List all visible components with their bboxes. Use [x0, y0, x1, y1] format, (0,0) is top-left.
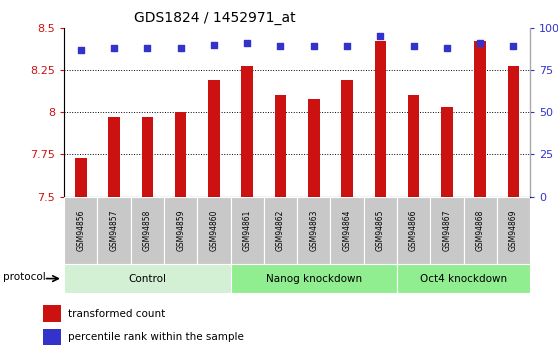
- Point: [309, 43, 318, 49]
- Bar: [230, 264, 397, 293]
- Text: GSM94862: GSM94862: [276, 210, 285, 251]
- Bar: [297, 197, 330, 264]
- Point: [376, 33, 385, 39]
- Text: Oct4 knockdown: Oct4 knockdown: [420, 274, 507, 284]
- Text: GSM94858: GSM94858: [143, 210, 152, 251]
- Bar: [64, 197, 98, 264]
- Bar: [98, 197, 131, 264]
- Bar: [497, 197, 530, 264]
- Bar: [43, 329, 61, 345]
- Point: [209, 42, 218, 47]
- Text: GSM94866: GSM94866: [409, 209, 418, 251]
- Text: GSM94864: GSM94864: [343, 209, 352, 251]
- Point: [409, 43, 418, 49]
- Bar: [164, 197, 198, 264]
- Text: Control: Control: [128, 274, 166, 284]
- Bar: [208, 80, 220, 197]
- Point: [509, 43, 518, 49]
- Bar: [341, 80, 353, 197]
- Text: transformed count: transformed count: [68, 309, 165, 318]
- Text: GSM94860: GSM94860: [209, 209, 218, 251]
- Point: [343, 43, 352, 49]
- Bar: [142, 117, 153, 197]
- Text: GSM94869: GSM94869: [509, 209, 518, 251]
- Bar: [75, 158, 86, 197]
- Bar: [43, 305, 61, 322]
- Bar: [308, 99, 320, 197]
- Bar: [430, 197, 464, 264]
- Bar: [508, 67, 519, 197]
- Text: GSM94865: GSM94865: [376, 209, 385, 251]
- Text: GSM94861: GSM94861: [243, 210, 252, 251]
- Bar: [464, 197, 497, 264]
- Point: [243, 40, 252, 46]
- Bar: [374, 41, 386, 197]
- Point: [143, 45, 152, 51]
- Bar: [474, 41, 486, 197]
- Text: percentile rank within the sample: percentile rank within the sample: [68, 333, 244, 342]
- Bar: [230, 197, 264, 264]
- Bar: [330, 197, 364, 264]
- Text: GDS1824 / 1452971_at: GDS1824 / 1452971_at: [134, 11, 296, 25]
- Bar: [397, 197, 430, 264]
- Point: [176, 45, 185, 51]
- Point: [276, 43, 285, 49]
- Bar: [108, 117, 120, 197]
- Bar: [364, 197, 397, 264]
- Text: GSM94856: GSM94856: [76, 209, 85, 251]
- Point: [76, 47, 85, 52]
- Bar: [397, 264, 530, 293]
- Bar: [242, 67, 253, 197]
- Text: Nanog knockdown: Nanog knockdown: [266, 274, 362, 284]
- Bar: [441, 107, 453, 197]
- Text: GSM94859: GSM94859: [176, 209, 185, 251]
- Point: [109, 45, 118, 51]
- Text: protocol: protocol: [3, 272, 46, 282]
- Bar: [198, 197, 230, 264]
- Bar: [175, 112, 186, 197]
- Bar: [131, 197, 164, 264]
- Bar: [275, 95, 286, 197]
- Bar: [408, 95, 420, 197]
- Text: GSM94867: GSM94867: [442, 209, 451, 251]
- Point: [476, 40, 485, 46]
- Point: [442, 45, 451, 51]
- Bar: [64, 264, 230, 293]
- Text: GSM94868: GSM94868: [475, 210, 485, 251]
- Text: GSM94863: GSM94863: [309, 209, 318, 251]
- Text: GSM94857: GSM94857: [109, 209, 119, 251]
- Bar: [264, 197, 297, 264]
